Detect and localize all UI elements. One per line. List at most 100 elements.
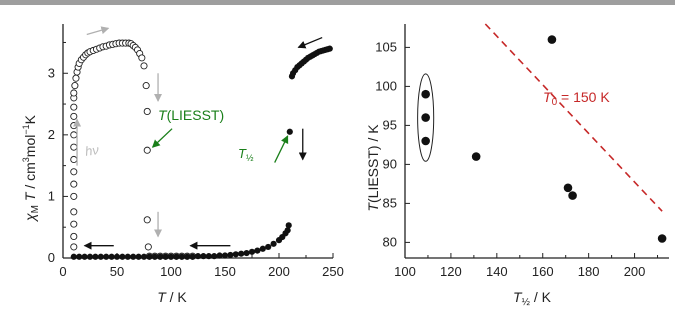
left-open-point bbox=[70, 122, 78, 130]
right-data-point bbox=[421, 89, 430, 99]
left-filled-point bbox=[151, 253, 158, 260]
left-filled-point bbox=[167, 253, 175, 260]
liesst-pointer-arrow bbox=[151, 128, 173, 148]
left-filled-point bbox=[70, 253, 77, 260]
left-filled-point bbox=[248, 248, 256, 255]
left-x-tick-label: 150 bbox=[214, 264, 236, 279]
warming-arrow-top bbox=[86, 26, 110, 36]
left-open-point bbox=[70, 208, 78, 216]
left-chart-points bbox=[70, 39, 333, 260]
left-open-point bbox=[70, 243, 78, 251]
left-filled-point bbox=[284, 227, 291, 234]
left-open-point bbox=[70, 143, 78, 151]
left-filled-point bbox=[232, 251, 239, 258]
left-open-point bbox=[71, 82, 79, 90]
right-data-point bbox=[421, 136, 430, 146]
left-open-point bbox=[70, 168, 78, 176]
right-chart-axes bbox=[404, 24, 669, 259]
left-open-point bbox=[70, 232, 78, 240]
left-open-point bbox=[70, 220, 78, 228]
left-y-axis-label: χM T / cm3mol−1K bbox=[21, 114, 41, 223]
right-x-tick-label: 120 bbox=[440, 264, 462, 279]
right-data-point bbox=[421, 113, 430, 122]
left-filled-point bbox=[286, 128, 293, 135]
left-filled-point bbox=[92, 253, 99, 260]
right-x-tick-label: 100 bbox=[394, 264, 416, 279]
thalf-annotation-label: T½ bbox=[238, 146, 254, 163]
left-chart-arrows bbox=[73, 26, 323, 250]
right-y-tick-label: 95 bbox=[383, 117, 397, 132]
left-filled-point bbox=[238, 250, 245, 257]
left-filled-point bbox=[124, 253, 131, 260]
left-x-tick-label: 100 bbox=[160, 264, 182, 279]
left-open-point bbox=[70, 89, 78, 97]
left-open-point bbox=[70, 155, 78, 164]
left-open-point bbox=[143, 107, 151, 115]
left-filled-point bbox=[81, 253, 88, 260]
left-open-point bbox=[70, 112, 78, 120]
left-open-point bbox=[70, 180, 78, 188]
left-filled-point bbox=[113, 253, 121, 260]
left-filled-point bbox=[194, 253, 202, 260]
left-open-point bbox=[72, 74, 80, 82]
left-filled-point bbox=[227, 251, 234, 259]
right-y-tick-label: 105 bbox=[375, 39, 397, 54]
liesst-annotation-label: T(LIESST) bbox=[158, 107, 224, 123]
right-x-tick-label: 180 bbox=[578, 264, 600, 279]
left-filled-point bbox=[189, 253, 196, 260]
right-x-axis-label: T½ / K bbox=[513, 289, 552, 308]
left-filled-point bbox=[97, 253, 104, 260]
hv-annotation-label: hν bbox=[84, 142, 100, 159]
left-x-axis-label: T / K bbox=[157, 289, 187, 305]
right-chart-ticks: 100 120 140 160 180 200 80 85 90 95 100 105 bbox=[375, 39, 659, 279]
left-filled-point bbox=[221, 252, 229, 259]
right-y-tick-label: 100 bbox=[375, 78, 397, 93]
left-open-point bbox=[144, 243, 152, 251]
right-data-point bbox=[657, 234, 667, 243]
left-filled-point bbox=[285, 222, 292, 229]
left-y-tick-label: 2 bbox=[48, 127, 55, 142]
right-chart-points bbox=[421, 35, 667, 243]
left-x-tick-label: 250 bbox=[322, 264, 344, 279]
right-data-point bbox=[547, 35, 557, 44]
left-filled-point bbox=[216, 252, 223, 259]
left-chart: 0 50 100 150 200 250 0 1 2 3 χM T / cm3mol−1K T /… bbox=[21, 24, 344, 305]
left-filled-point bbox=[140, 253, 148, 260]
t0-dashed-line bbox=[484, 23, 663, 212]
left-filled-point bbox=[173, 253, 180, 260]
left-filled-point bbox=[135, 253, 142, 260]
left-filled-point bbox=[259, 245, 266, 252]
left-filled-point bbox=[265, 243, 272, 251]
left-filled-point bbox=[178, 253, 185, 260]
left-filled-point bbox=[130, 253, 137, 260]
left-filled-point bbox=[211, 253, 218, 260]
left-open-point bbox=[140, 62, 148, 70]
left-y-tick-label: 0 bbox=[48, 250, 55, 265]
thalf-pointer-arrow bbox=[274, 135, 289, 163]
left-filled-point bbox=[200, 253, 207, 260]
left-filled-point bbox=[108, 253, 115, 260]
right-chart-decorations bbox=[417, 23, 663, 212]
left-filled-point bbox=[184, 253, 191, 260]
left-filled-point bbox=[119, 253, 126, 260]
right-x-tick-label: 140 bbox=[486, 264, 508, 279]
grouping-ellipse bbox=[417, 73, 435, 162]
left-filled-point bbox=[162, 253, 169, 260]
right-y-axis-label: T(LIESST) / K bbox=[365, 124, 381, 212]
left-filled-point bbox=[326, 45, 333, 52]
right-data-point bbox=[471, 152, 481, 161]
left-filled-point bbox=[254, 247, 261, 254]
left-filled-point bbox=[146, 253, 153, 260]
left-filled-point bbox=[157, 253, 164, 260]
left-open-point bbox=[143, 146, 151, 154]
right-chart: 100 120 140 160 180 200 80 85 90 95 100 105 T(LIESS… bbox=[365, 23, 669, 308]
left-filled-point bbox=[103, 253, 110, 260]
left-filled-point bbox=[243, 249, 250, 257]
right-data-point bbox=[563, 183, 573, 193]
left-open-point bbox=[142, 82, 150, 90]
left-open-point bbox=[70, 103, 78, 111]
left-chart-ticks: 0 50 100 150 200 250 0 1 2 3 bbox=[48, 41, 344, 279]
right-x-tick-label: 160 bbox=[532, 264, 554, 279]
t0-line-label: T0 = 150 K bbox=[543, 89, 610, 108]
left-filled-point bbox=[270, 240, 277, 247]
